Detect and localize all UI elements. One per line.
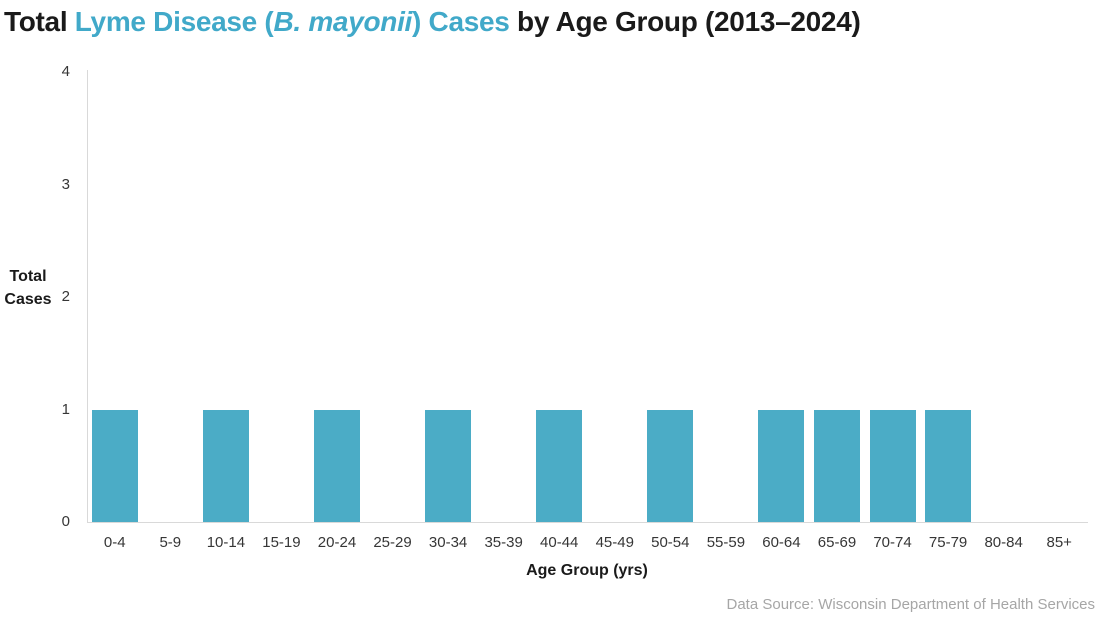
x-tick-label: 50-54 xyxy=(651,534,690,551)
bar-30-34 xyxy=(425,409,472,522)
x-axis-line xyxy=(87,522,1088,523)
bar-40-44 xyxy=(536,409,583,522)
x-tick-label: 30-34 xyxy=(428,534,468,551)
x-tick-label: 85+ xyxy=(1046,534,1072,551)
title-part-species-italic: B. mayonii xyxy=(273,6,413,37)
x-axis-title: Age Group (yrs) xyxy=(526,562,648,579)
title-part-black-2: by Age Group (2013–2024) xyxy=(509,6,861,37)
x-tick-label: 75-79 xyxy=(928,534,968,551)
bar-65-69 xyxy=(814,409,860,522)
y-axis-line xyxy=(87,70,88,522)
x-tick-label: 5-9 xyxy=(159,534,182,551)
x-tick-label: 40-44 xyxy=(540,534,579,551)
y-axis-title: Total Cases xyxy=(4,268,52,308)
bar-70-74 xyxy=(869,409,916,522)
y-tick-label: 3 xyxy=(61,175,70,193)
x-tick-label: 45-49 xyxy=(595,534,634,551)
y-tick-label: 1 xyxy=(61,400,70,418)
chart-title: Total Lyme Disease (B. mayonii) Cases by… xyxy=(4,6,861,38)
bar-75-79 xyxy=(925,409,972,522)
y-tick-label: 4 xyxy=(61,63,70,80)
bar-60-64 xyxy=(758,409,805,522)
y-tick-label: 0 xyxy=(61,513,70,530)
x-tick-label: 80-84 xyxy=(984,534,1023,551)
bar-0-4 xyxy=(91,409,138,522)
x-tick-label: 60-64 xyxy=(762,534,801,551)
x-tick-label: 10-14 xyxy=(206,534,246,551)
bar-50-54 xyxy=(647,409,694,522)
x-tick-label: 35-39 xyxy=(484,534,523,551)
bar-20-24 xyxy=(314,409,360,522)
y-tick-label: 2 xyxy=(61,288,70,305)
title-part-accent-2: ) Cases xyxy=(412,6,510,37)
title-part-black-1: Total xyxy=(4,6,75,37)
title-part-accent-1: Lyme Disease ( xyxy=(74,6,274,37)
bar-10-14 xyxy=(202,409,249,522)
data-source: Data Source: Wisconsin Department of Hea… xyxy=(726,596,1096,613)
x-tick-label: 15-19 xyxy=(262,534,301,551)
x-tick-label: 65-69 xyxy=(817,534,857,551)
x-tick-label: 25-29 xyxy=(373,534,412,551)
x-tick-label: 70-74 xyxy=(873,534,912,551)
x-tick-label: 55-59 xyxy=(706,534,746,551)
x-tick-label: 20-24 xyxy=(317,534,357,551)
x-tick-label: 0-4 xyxy=(103,534,126,551)
